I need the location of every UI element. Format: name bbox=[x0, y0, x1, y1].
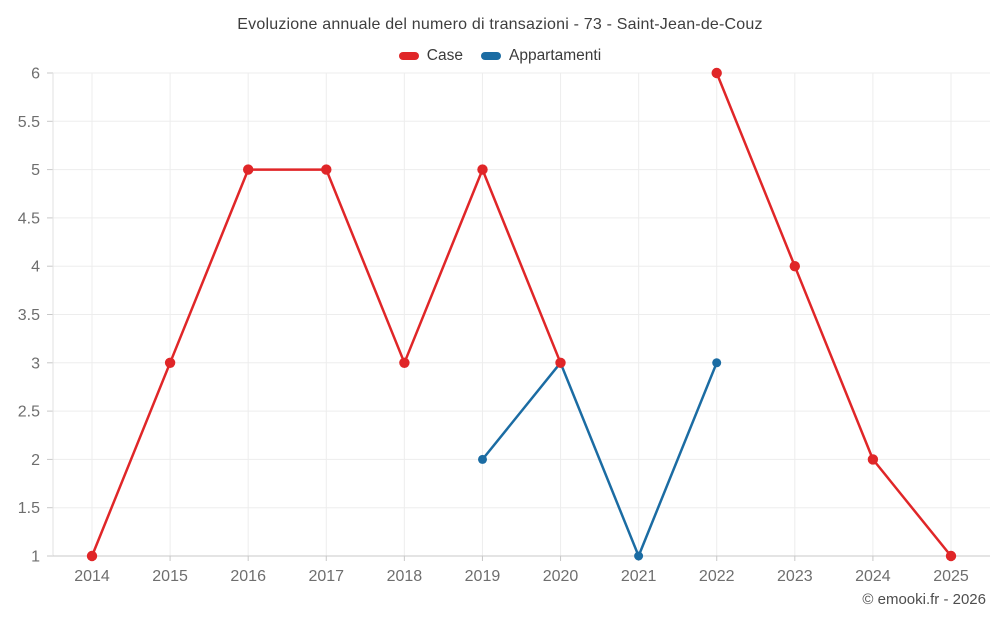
y-axis-tick-label: 3 bbox=[31, 355, 40, 372]
y-axis-tick-label: 1 bbox=[31, 549, 40, 566]
data-point-case[interactable] bbox=[867, 454, 879, 465]
x-axis-tick-label: 2015 bbox=[152, 568, 188, 585]
legend-label: Case bbox=[426, 47, 463, 64]
legend-swatch bbox=[480, 52, 501, 60]
x-axis-tick-label: 2022 bbox=[699, 568, 735, 585]
chart-title: Evoluzione annuale del numero di transaz… bbox=[237, 16, 763, 33]
y-axis-tick-label: 1.5 bbox=[18, 500, 40, 517]
x-axis-tick-label: 2025 bbox=[933, 568, 969, 585]
x-axis-tick-label: 2016 bbox=[230, 568, 266, 585]
x-axis-tick-label: 2019 bbox=[465, 568, 501, 585]
x-axis-tick-label: 2020 bbox=[543, 568, 579, 585]
x-axis-tick-label: 2023 bbox=[777, 568, 813, 585]
data-point-case[interactable] bbox=[164, 357, 176, 368]
data-point-case[interactable] bbox=[321, 164, 332, 175]
data-point-appartamenti[interactable] bbox=[634, 551, 644, 561]
data-point-case[interactable] bbox=[399, 357, 410, 368]
x-axis-tick-label: 2024 bbox=[855, 568, 891, 585]
data-point-case[interactable] bbox=[555, 357, 566, 368]
y-axis-tick-label: 5.5 bbox=[18, 114, 40, 131]
data-point-case[interactable] bbox=[789, 261, 800, 272]
y-axis-tick-label: 3.5 bbox=[18, 307, 40, 324]
legend: Case Appartamenti bbox=[0, 47, 1000, 65]
y-axis-tick-label: 5 bbox=[31, 162, 40, 179]
data-point-case[interactable] bbox=[711, 67, 722, 79]
x-axis-tick-label: 2014 bbox=[74, 568, 110, 585]
series-line-appartamenti bbox=[481, 361, 718, 558]
data-point-case[interactable] bbox=[945, 550, 957, 562]
y-axis-tick-label: 4 bbox=[31, 259, 40, 276]
data-point-case[interactable] bbox=[477, 164, 488, 175]
attribution: © emooki.fr - 2026 bbox=[862, 591, 986, 608]
x-axis-tick-label: 2018 bbox=[387, 568, 423, 585]
data-point-appartamenti[interactable] bbox=[478, 454, 487, 464]
data-point-appartamenti[interactable] bbox=[712, 358, 722, 368]
y-axis-tick-label: 6 bbox=[31, 66, 40, 83]
y-axis-tick-label: 2 bbox=[31, 452, 40, 469]
data-point-case[interactable] bbox=[86, 550, 98, 562]
data-point-case[interactable] bbox=[243, 164, 254, 175]
legend-item-appartamenti[interactable]: Appartamenti bbox=[480, 47, 602, 65]
x-axis-tick-label: 2017 bbox=[308, 568, 344, 585]
y-axis-tick-label: 2.5 bbox=[18, 404, 40, 421]
x-axis-tick-label: 2021 bbox=[621, 568, 657, 585]
legend-item-case[interactable]: Case bbox=[398, 47, 463, 65]
y-axis-tick-label: 4.5 bbox=[18, 210, 40, 227]
legend-swatch bbox=[398, 52, 419, 60]
legend-label: Appartamenti bbox=[508, 47, 602, 64]
